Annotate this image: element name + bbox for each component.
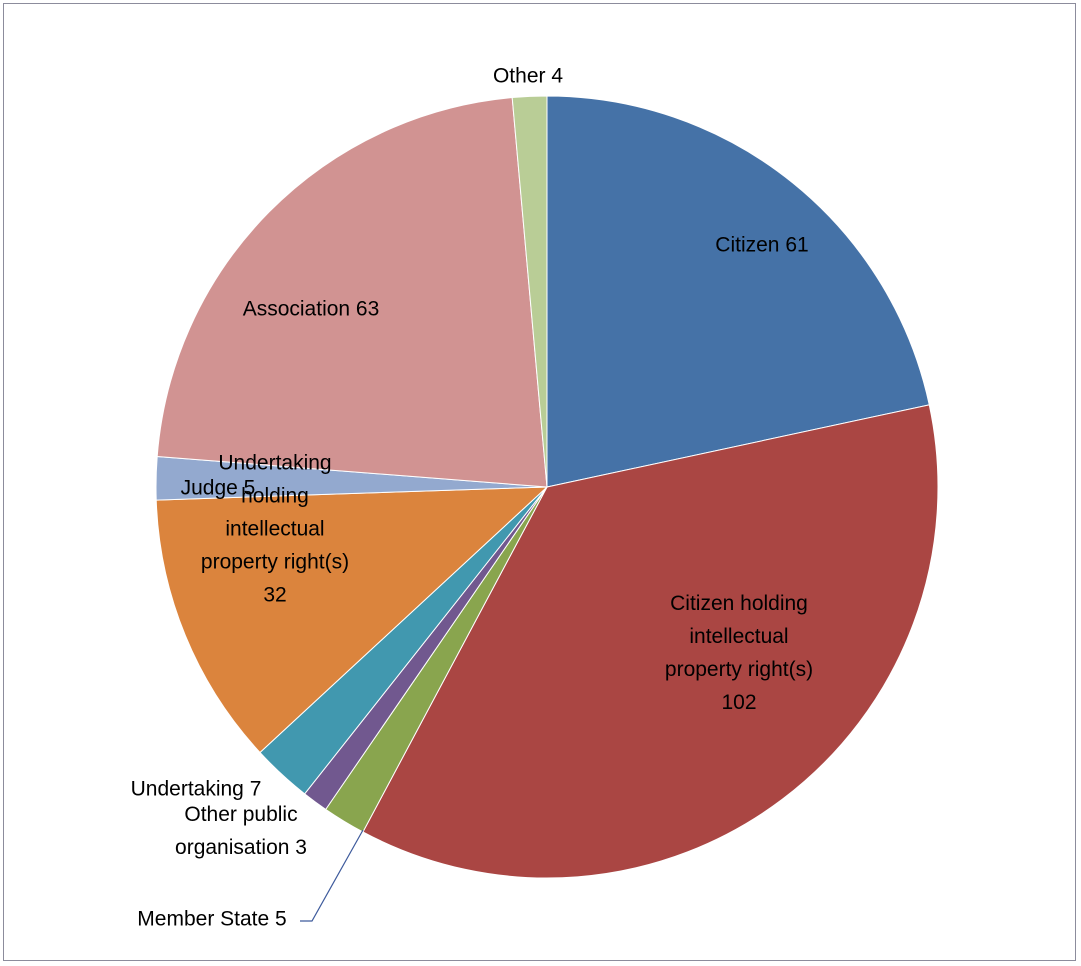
data-label-undertaking: Undertaking 7	[131, 778, 262, 801]
pie-slice-citizen	[546, 95, 930, 488]
leader-lines	[300, 829, 364, 922]
data-labels: Citizen 61 Citizen holding intellectual pro…	[131, 65, 813, 931]
data-label-association: Association 63	[243, 298, 380, 321]
pie-slice-undertaking-holding-intellectual-property-right-s	[155, 486, 549, 754]
leader-line-member-state	[300, 829, 364, 922]
pie-slices	[155, 95, 939, 879]
data-label-undertaking-holding-intellectual-property-right-s: Undertaking holding intellectual property r…	[201, 452, 349, 607]
data-label-judge: Judge 5	[181, 477, 256, 500]
data-label-other-public-organisation: Other public organisation 3	[175, 803, 307, 859]
pie-slice-association	[156, 97, 548, 488]
data-label-citizen: Citizen 61	[715, 234, 808, 257]
data-label-other: Other 4	[493, 65, 563, 88]
data-label-citizen-holding-intellectual-property-right-s: Citizen holding intellectual property righ…	[665, 592, 813, 714]
pie-slice-other	[511, 95, 548, 488]
data-label-member-state: Member State 5	[137, 908, 286, 931]
pie-slice-citizen-holding-intellectual-property-right-s	[362, 404, 939, 879]
